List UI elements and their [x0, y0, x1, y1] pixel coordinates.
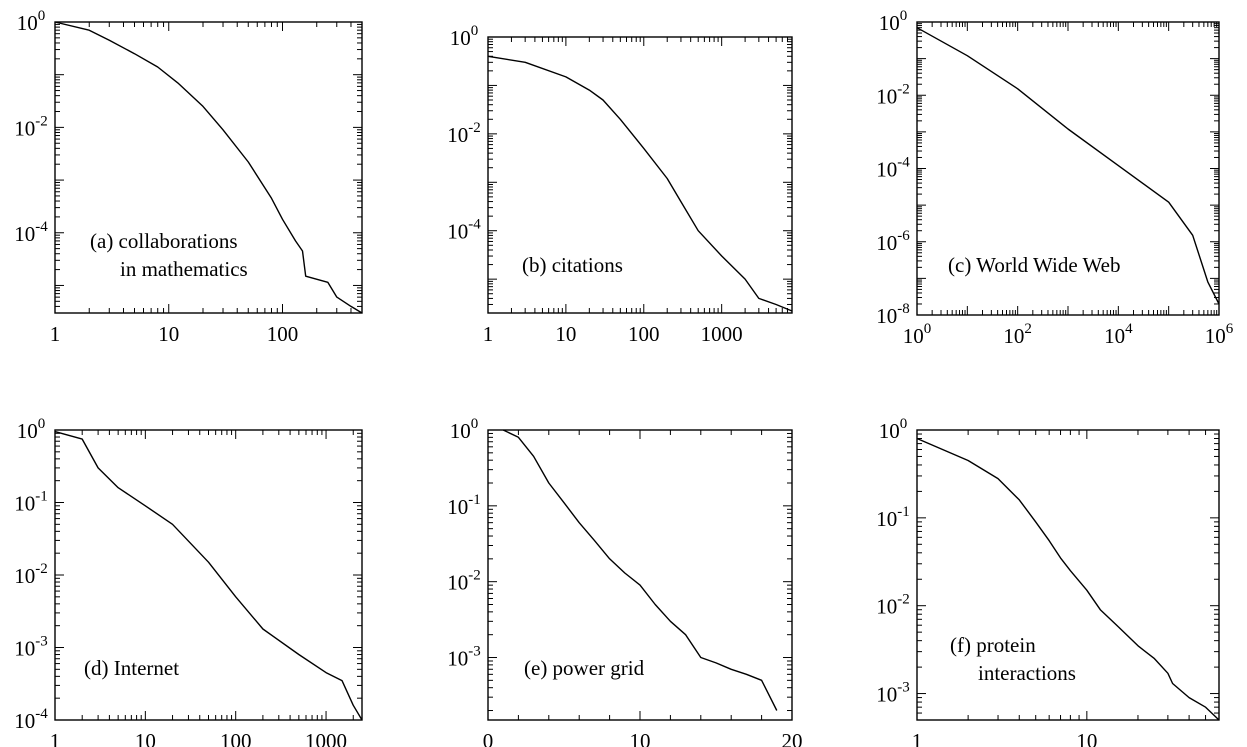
y-tick-label: 10-1	[876, 504, 910, 531]
x-tick-label: 20	[782, 729, 803, 747]
x-tick-label: 102	[1003, 321, 1032, 348]
series-line	[502, 429, 778, 711]
x-tick-label: 1	[50, 729, 61, 747]
x-tick-label: 10	[135, 729, 156, 747]
panel-annotation: (c) World Wide Web	[948, 253, 1120, 277]
y-tick-label: 100	[879, 416, 908, 443]
x-tick-label: 100	[628, 322, 660, 346]
panel-annotation: in mathematics	[120, 257, 248, 281]
plot-frame	[916, 429, 1220, 721]
x-tick-label: 10	[555, 322, 576, 346]
y-tick-label: 10-3	[447, 644, 481, 671]
panel-a: 1 10 100 100 10-2 10-4 (a) collaborations in ma…	[14, 8, 363, 346]
panel-annotation: (f) protein	[950, 633, 1036, 657]
series-line	[54, 21, 363, 314]
y-tick-label: 10-2	[447, 120, 481, 147]
series-line	[916, 27, 1220, 305]
x-tick-label: 106	[1205, 321, 1234, 348]
y-tick-label: 10-2	[14, 113, 48, 140]
series-line	[916, 437, 1220, 721]
panel-b: 1 10 100 1000 100 10-2 10-4 (b) citations	[447, 23, 793, 346]
y-tick-label: 100	[450, 416, 479, 443]
panel-e: 0 10 20 100 10-1 10-2 10-3 (e) power grid	[447, 416, 802, 747]
panel-annotation: (e) power grid	[524, 656, 645, 680]
x-tick-label: 100	[267, 322, 299, 346]
y-tick-label: 10-2	[876, 81, 910, 108]
panel-c: 100 102 104 106 100 10-2 10-4 10-6 10-8 (c) World…	[876, 8, 1234, 348]
y-tick-label: 100	[17, 416, 46, 443]
x-tick-label: 10	[1076, 729, 1097, 747]
y-tick-label: 10-3	[14, 634, 48, 661]
x-tick-label: 0	[483, 729, 494, 747]
y-tick-label: 100	[450, 23, 479, 50]
y-tick-label: 10-4	[876, 155, 910, 182]
x-tick-label: 1	[912, 729, 923, 747]
series-line	[54, 430, 363, 721]
x-tick-label: 100	[903, 321, 932, 348]
panel-f: 1 10 100 10-1 10-2 10-3 (f) protein interaction…	[876, 416, 1220, 747]
series-line	[487, 55, 793, 312]
y-tick-label: 10-8	[876, 301, 910, 328]
panel-d: 1 10 100 1000 100 10-1 10-2 10-3 10-4 (d) Interne…	[14, 416, 363, 747]
x-tick-label: 10	[630, 729, 651, 747]
y-tick-label: 10-4	[14, 706, 48, 733]
plot-frame	[54, 21, 363, 314]
panel-annotation: (b) citations	[522, 253, 623, 277]
x-tick-label: 104	[1104, 321, 1133, 348]
y-tick-label: 10-2	[14, 561, 48, 588]
x-tick-label: 1000	[305, 729, 347, 747]
y-tick-label: 10-2	[876, 592, 910, 619]
y-tick-label: 10-3	[876, 680, 910, 707]
panel-annotation: interactions	[978, 661, 1076, 685]
y-tick-label: 10-6	[876, 228, 910, 255]
y-tick-label: 10-2	[447, 568, 481, 595]
x-tick-label: 1	[483, 322, 494, 346]
y-tick-label: 100	[879, 8, 908, 35]
x-tick-label: 10	[158, 322, 179, 346]
y-tick-label: 10-4	[14, 219, 48, 246]
y-tick-label: 10-4	[447, 217, 481, 244]
panel-annotation: (a) collaborations	[90, 229, 238, 253]
y-tick-label: 10-1	[447, 492, 481, 519]
x-tick-label: 1	[50, 322, 61, 346]
panel-annotation: (d) Internet	[84, 656, 179, 680]
y-tick-label: 100	[17, 8, 46, 35]
y-tick-label: 10-1	[14, 489, 48, 516]
x-tick-label: 100	[220, 729, 252, 747]
x-tick-label: 1000	[701, 322, 743, 346]
